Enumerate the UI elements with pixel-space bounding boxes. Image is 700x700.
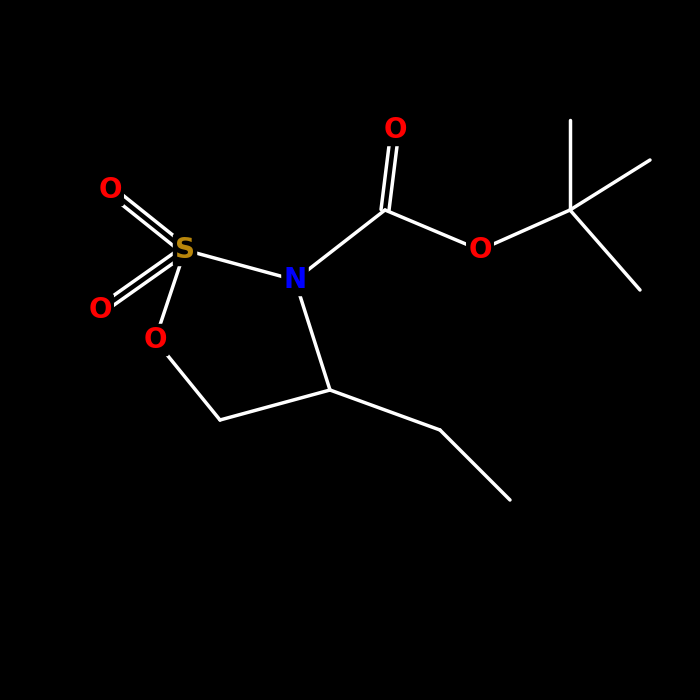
Text: O: O <box>144 326 167 354</box>
Text: O: O <box>98 176 122 204</box>
Text: O: O <box>88 296 112 324</box>
Text: O: O <box>468 236 491 264</box>
Text: N: N <box>284 266 307 294</box>
Text: S: S <box>175 236 195 264</box>
Text: O: O <box>384 116 407 144</box>
